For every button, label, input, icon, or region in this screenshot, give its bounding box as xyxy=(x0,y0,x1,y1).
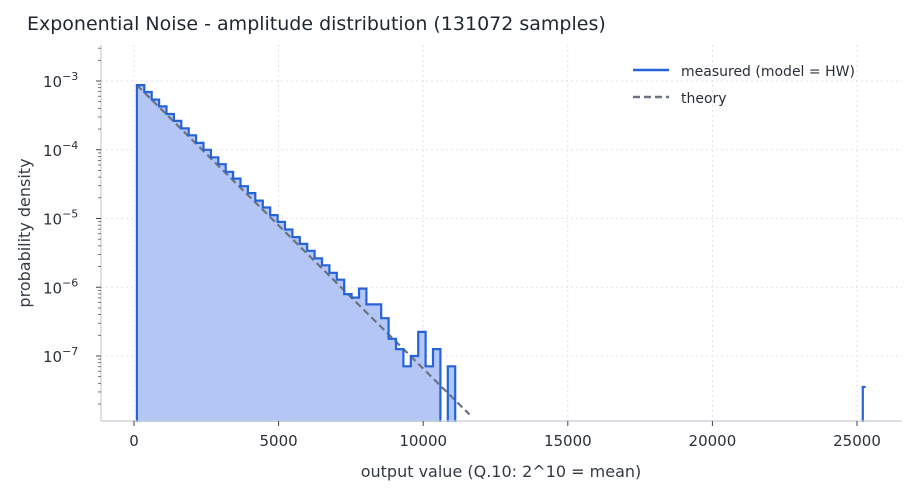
measured-fill xyxy=(136,85,456,422)
measured-fill-area xyxy=(136,85,441,422)
x-tick-label: 5000 xyxy=(260,432,298,450)
y-tick-label: 10−7 xyxy=(43,345,78,366)
legend-measured-label: measured (model = HW) xyxy=(681,64,855,80)
y-tick-label: 10−4 xyxy=(43,139,78,160)
legend-theory-label: theory xyxy=(681,91,727,107)
y-axis-ticks: 10−3 10−4 10−5 10−6 10−7 xyxy=(43,47,101,405)
x-tick-label: 25000 xyxy=(833,432,881,450)
legend: measured (model = HW) theory xyxy=(633,64,855,107)
grid xyxy=(101,45,902,421)
chart-title: Exponential Noise - amplitude distributi… xyxy=(27,13,606,35)
x-tick-label: 20000 xyxy=(689,432,737,450)
measured-step-line xyxy=(446,365,457,422)
theory-series xyxy=(136,84,471,416)
y-tick-label: 10−3 xyxy=(43,70,78,91)
x-tick-label: 10000 xyxy=(399,432,447,450)
y-tick-label: 10−6 xyxy=(43,276,78,297)
measured-outlier-bin xyxy=(861,385,866,422)
x-tick-label: 15000 xyxy=(544,432,592,450)
theory-line xyxy=(136,84,471,416)
x-tick-label: 0 xyxy=(129,432,139,450)
measured-fill-area xyxy=(447,366,456,422)
measured-series xyxy=(135,84,866,422)
y-axis-label: probability density xyxy=(15,158,34,307)
x-axis-ticks: 0 5000 10000 15000 20000 25000 xyxy=(129,421,881,450)
y-tick-label: 10−5 xyxy=(43,208,78,229)
x-axis-label: output value (Q.10: 2^10 = mean) xyxy=(361,462,642,481)
measured-step-line xyxy=(135,84,442,422)
